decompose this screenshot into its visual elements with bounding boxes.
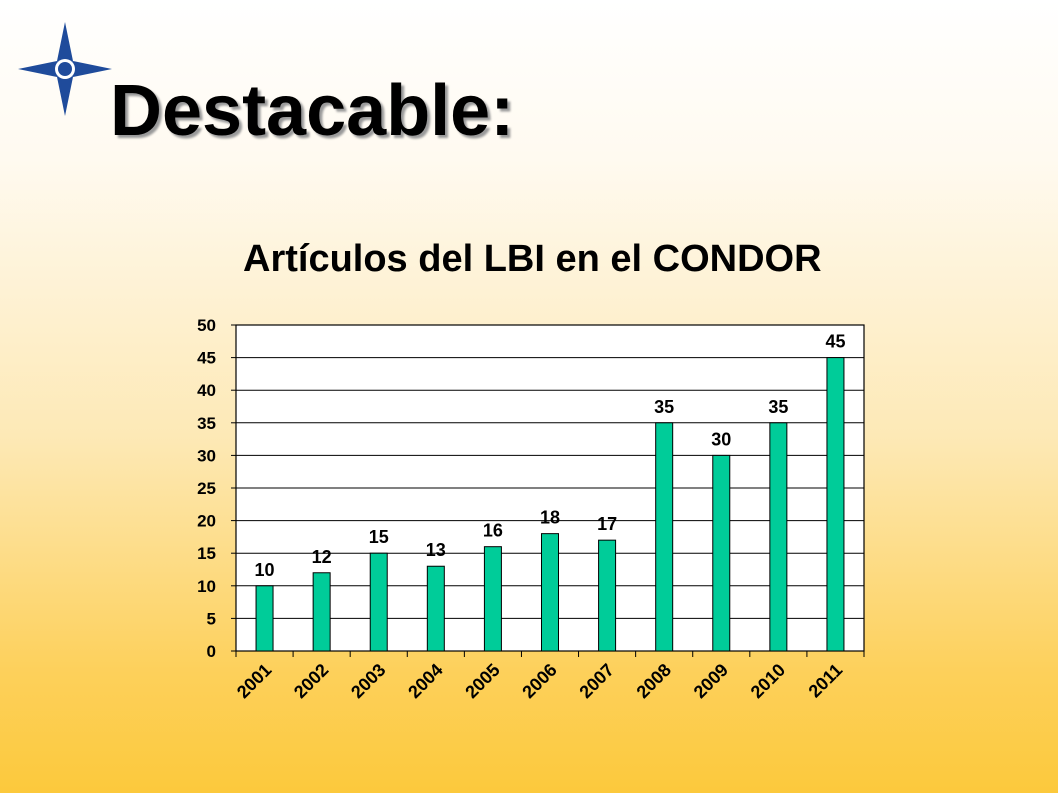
y-tick-label: 40	[197, 381, 216, 400]
x-tick-label: 2002	[290, 660, 332, 702]
bar	[312, 572, 331, 652]
y-tick-label: 50	[197, 316, 216, 335]
data-label: 45	[825, 332, 845, 352]
x-tick-label: 2001	[233, 660, 275, 702]
data-label: 16	[483, 521, 503, 541]
x-tick-label: 2003	[347, 660, 389, 702]
bar	[369, 552, 388, 652]
chart-title: Artículos del LBI en el CONDOR	[243, 238, 822, 280]
x-tick-label: 2008	[633, 660, 675, 702]
x-tick-label: 2006	[518, 660, 560, 702]
bar	[483, 546, 502, 652]
y-tick-label: 0	[207, 642, 216, 661]
x-tick-label: 2005	[461, 660, 503, 702]
y-tick-label: 10	[197, 577, 216, 596]
data-label: 35	[768, 397, 788, 417]
bar	[255, 585, 274, 652]
x-tick-label: 2007	[575, 660, 617, 702]
data-label: 35	[654, 397, 674, 417]
bar	[769, 422, 788, 652]
y-tick-label: 25	[197, 479, 216, 498]
bar	[598, 539, 617, 652]
x-tick-label: 2011	[805, 660, 847, 702]
y-tick-label: 30	[197, 446, 216, 465]
data-label: 15	[369, 527, 389, 547]
bar	[826, 357, 845, 652]
compass-star-icon	[18, 22, 112, 116]
data-label: 30	[711, 429, 731, 449]
x-tick-label: 2009	[690, 660, 732, 702]
bar	[712, 454, 731, 652]
y-tick-label: 45	[197, 349, 216, 368]
bar	[655, 422, 674, 652]
y-tick-label: 15	[197, 544, 216, 563]
y-tick-label: 5	[207, 609, 216, 628]
data-label: 17	[597, 514, 617, 534]
bar	[541, 533, 559, 652]
data-label: 18	[540, 508, 560, 528]
slide-title: Destacable:	[110, 71, 515, 151]
y-tick-label: 20	[197, 512, 216, 531]
data-label: 13	[426, 540, 446, 560]
x-tick-label: 2004	[404, 660, 446, 702]
x-tick-label: 2010	[747, 660, 789, 702]
data-label: 10	[255, 560, 275, 580]
y-tick-label: 35	[197, 414, 216, 433]
bar	[426, 565, 445, 652]
data-label: 12	[312, 547, 332, 567]
